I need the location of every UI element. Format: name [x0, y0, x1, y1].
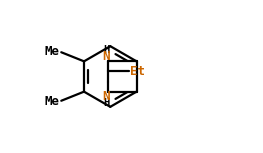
Text: Me: Me: [45, 95, 60, 108]
Text: N: N: [103, 50, 110, 63]
Text: Et: Et: [130, 65, 145, 78]
Text: N: N: [103, 90, 110, 103]
Text: H: H: [103, 45, 109, 55]
Text: Me: Me: [45, 45, 60, 58]
Text: H: H: [103, 98, 109, 108]
